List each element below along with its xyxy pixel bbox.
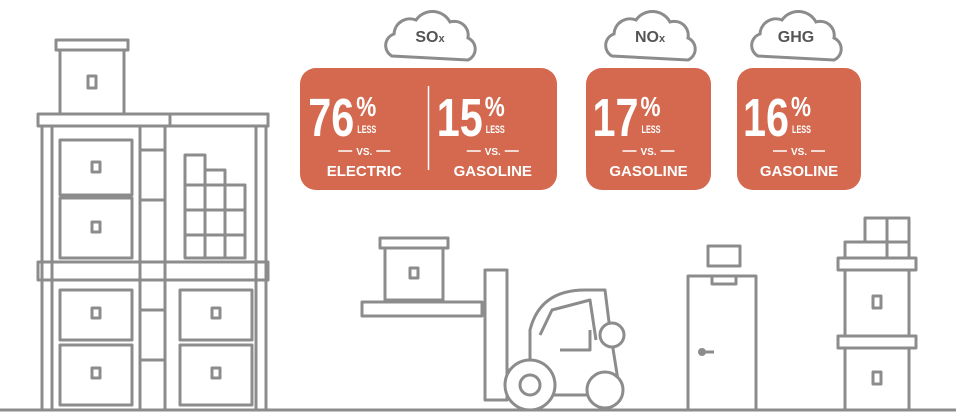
stat-value: 76 [308,88,354,148]
stat-value: 17 [593,88,639,148]
pollutant-sub: x [439,33,446,45]
stat-vs: VS. [791,147,807,158]
pollutant-main: SO [415,29,438,46]
forklift-art [362,238,624,410]
infographic: SOx76%LESSVS.ELECTRIC15%LESSVS.GASOLINEN… [0,0,956,416]
cloud: SOx [386,11,476,60]
stat-against: GASOLINE [760,163,838,180]
stat-unit: % [485,91,505,122]
cloud: NOx [606,11,696,60]
stat-value: 15 [437,88,483,148]
pollutant-sub: x [659,33,666,45]
stat-against: ELECTRIC [327,163,402,180]
pollutant-main: NO [635,29,659,46]
stat-vs: VS. [356,147,372,158]
pollutant-panel: NOx 17% LESS VS. GASOLINE [586,11,711,190]
stat-unit: % [641,91,661,122]
pollutant-panel: SOx 76% LESS VS. ELECTRIC 15% LESS VS. GASOLINE [300,11,557,190]
stat-unit: % [791,91,811,122]
pollutant-main: GHG [778,29,814,46]
stat-unit: % [356,91,376,122]
box-stack-art [838,218,916,410]
door-art [688,246,756,410]
shelving-art [38,40,268,410]
pollutant-label: GHG [778,29,814,46]
stat-vs: VS. [640,147,656,158]
stat-less: LESS [792,124,811,136]
stat-less: LESS [357,124,376,136]
stat-less: LESS [642,124,661,136]
pollutant-panel: GHG 16% LESS VS. GASOLINE [737,11,861,190]
stat-vs: VS. [485,147,501,158]
stat-against: GASOLINE [454,163,532,180]
cloud: GHG [752,11,842,60]
stat-against: GASOLINE [609,163,687,180]
stat-value: 16 [743,88,789,148]
stat-less: LESS [486,124,505,136]
